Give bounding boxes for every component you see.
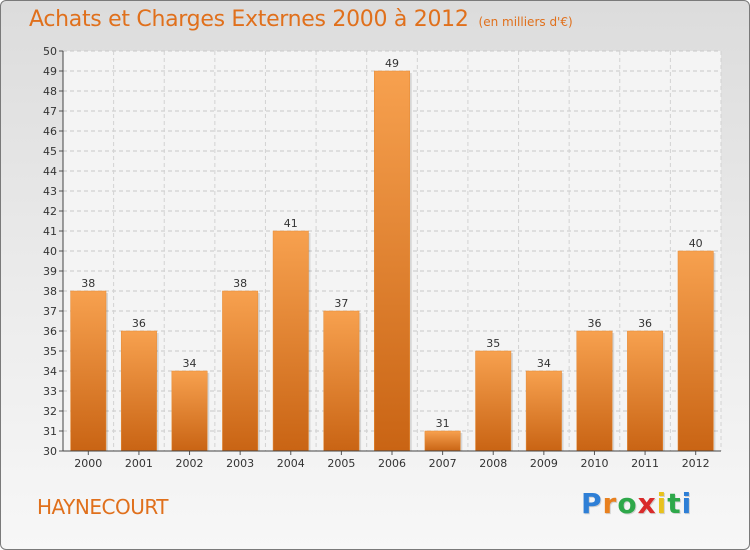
chart-subtitle: (en milliers d'€) <box>478 15 573 29</box>
data-label-2003: 38 <box>233 277 247 290</box>
y-tick-label: 42 <box>43 205 57 218</box>
logo-letter: r <box>602 487 618 520</box>
data-label-2006: 49 <box>385 57 399 70</box>
y-tick-label: 34 <box>43 365 57 378</box>
logo-letter: o <box>617 487 638 520</box>
y-tick-label: 45 <box>43 145 57 158</box>
bar-2003 <box>222 290 259 452</box>
y-tick-label: 37 <box>43 305 57 318</box>
x-tick-label-2012: 2012 <box>682 457 710 470</box>
logo-letter: x <box>637 487 657 520</box>
x-tick-label-2000: 2000 <box>74 457 102 470</box>
bar-2011 <box>627 330 664 452</box>
y-tick-label: 31 <box>43 425 57 438</box>
bars <box>70 70 716 452</box>
data-label-2004: 41 <box>284 217 298 230</box>
x-tick-label-2003: 2003 <box>226 457 254 470</box>
y-tick-label: 30 <box>43 445 57 458</box>
proxiti-logo: Proxiti <box>581 487 692 520</box>
y-tick-label: 41 <box>43 225 57 238</box>
bar-2010 <box>576 330 613 452</box>
y-tick-label: 40 <box>43 245 57 258</box>
x-tick-label-2002: 2002 <box>176 457 204 470</box>
y-tick-label: 43 <box>43 185 57 198</box>
bar-2005 <box>323 310 360 452</box>
y-tick-label: 50 <box>43 45 57 58</box>
x-tick-label-2006: 2006 <box>378 457 406 470</box>
data-label-2005: 37 <box>334 297 348 310</box>
data-label-2012: 40 <box>689 237 703 250</box>
chart-title-text: Achats et Charges Externes 2000 à 2012 <box>29 7 469 32</box>
y-tick-label: 35 <box>43 345 57 358</box>
x-tick-label-2007: 2007 <box>429 457 457 470</box>
x-tick-label-2010: 2010 <box>580 457 608 470</box>
logo-letter: P <box>581 487 603 520</box>
data-label-2010: 36 <box>587 317 601 330</box>
x-tick-label-2005: 2005 <box>327 457 355 470</box>
bar-2008 <box>475 350 512 452</box>
x-tick-label-2009: 2009 <box>530 457 558 470</box>
y-tick-label: 49 <box>43 65 57 78</box>
y-tick-label: 32 <box>43 405 57 418</box>
x-tick-label-2011: 2011 <box>631 457 659 470</box>
bar-2001 <box>120 330 157 452</box>
bar-2000 <box>70 290 107 452</box>
logo-letter: i <box>656 487 668 520</box>
data-label-2009: 34 <box>537 357 551 370</box>
y-tick-label: 47 <box>43 105 57 118</box>
y-tick-label: 39 <box>43 265 57 278</box>
data-label-2000: 38 <box>81 277 95 290</box>
commune-name: HAYNECOURT <box>37 495 169 519</box>
logo-letter: i <box>681 487 693 520</box>
y-tick-label: 46 <box>43 125 57 138</box>
bar-2004 <box>272 230 309 452</box>
x-tick-label-2001: 2001 <box>125 457 153 470</box>
data-label-2011: 36 <box>638 317 652 330</box>
bar-2007 <box>424 430 461 452</box>
bar-2009 <box>525 370 562 452</box>
x-tick-label-2008: 2008 <box>479 457 507 470</box>
y-tick-label: 38 <box>43 285 57 298</box>
data-label-2007: 31 <box>436 417 450 430</box>
y-tick-label: 44 <box>43 165 57 178</box>
logo-letter: t <box>667 487 682 520</box>
data-label-2008: 35 <box>486 337 500 350</box>
bar-2012 <box>677 250 714 452</box>
data-label-2002: 34 <box>183 357 197 370</box>
chart-title: Achats et Charges Externes 2000 à 2012 (e… <box>29 7 573 32</box>
y-tick-label: 33 <box>43 385 57 398</box>
axes: 30 31 32 33 34 35 36 37 38 39 40 41 42 43 44 45 46 47 48 49… <box>43 45 721 470</box>
y-tick-label: 48 <box>43 85 57 98</box>
x-tick-label-2004: 2004 <box>277 457 305 470</box>
bar-2002 <box>171 370 208 452</box>
data-labels: 38 36 34 38 41 37 49 31 35 34 36 36 40 <box>81 57 702 430</box>
data-label-2001: 36 <box>132 317 146 330</box>
y-tick-label: 36 <box>43 325 57 338</box>
bar-2006 <box>374 70 410 452</box>
